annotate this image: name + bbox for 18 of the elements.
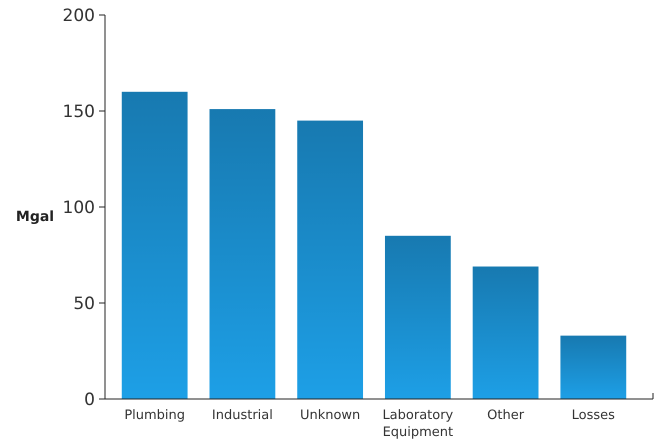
x-tick-label: Losses (572, 408, 616, 423)
y-tick-label: 150 (62, 102, 95, 122)
bar (560, 336, 626, 399)
bar (210, 109, 276, 399)
y-tick-label: 100 (62, 198, 95, 218)
bar (122, 92, 188, 399)
x-tick-label: Plumbing (124, 408, 186, 423)
bar (472, 266, 538, 399)
y-tick-label: 50 (73, 294, 95, 314)
y-tick-label: 0 (84, 390, 95, 410)
bar (384, 236, 451, 399)
x-tick-label: Laboratory Equipment (382, 408, 454, 440)
bar (297, 120, 364, 399)
x-tick-label: Industrial (212, 408, 273, 423)
x-tick-label: Other (487, 408, 525, 423)
y-tick-label: 200 (62, 6, 95, 26)
x-tick-label: Unknown (300, 408, 360, 423)
y-axis-title: Mgal (16, 209, 54, 225)
